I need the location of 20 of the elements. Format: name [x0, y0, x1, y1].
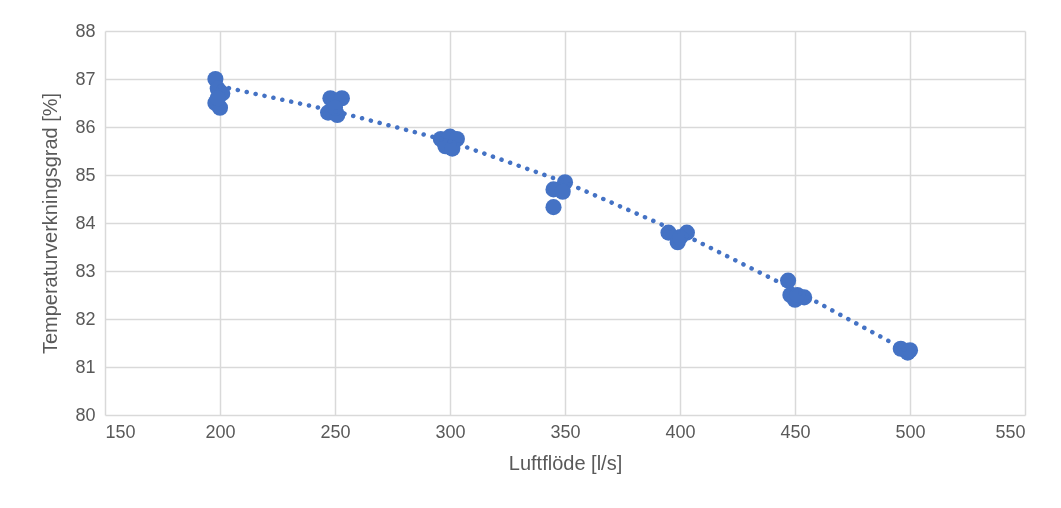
- y-tick-label: 83: [75, 260, 96, 281]
- y-tick-label: 88: [75, 20, 96, 41]
- x-tick-label: 500: [895, 421, 926, 442]
- y-tick-label: 81: [75, 356, 96, 377]
- x-tick-label: 400: [665, 421, 696, 442]
- x-tick-label: 200: [205, 421, 236, 442]
- y-axis-title: Temperaturverkningsgrad [%]: [39, 92, 62, 355]
- y-tick-label: 85: [75, 164, 96, 185]
- x-axis-title: Luftflöde [l/s]: [508, 451, 623, 474]
- y-tick-label: 86: [75, 116, 96, 137]
- x-tick-label: 450: [780, 421, 811, 442]
- x-tick-label: 550: [995, 421, 1026, 442]
- x-tick-label: 350: [550, 421, 581, 442]
- y-tick-label: 84: [75, 212, 96, 233]
- y-tick-label: 80: [75, 404, 96, 425]
- x-tick-label: 150: [105, 421, 136, 442]
- x-tick-label: 250: [320, 421, 351, 442]
- y-tick-label: 87: [75, 68, 96, 89]
- y-tick-label: 82: [75, 308, 96, 329]
- x-tick-label: 300: [435, 421, 466, 442]
